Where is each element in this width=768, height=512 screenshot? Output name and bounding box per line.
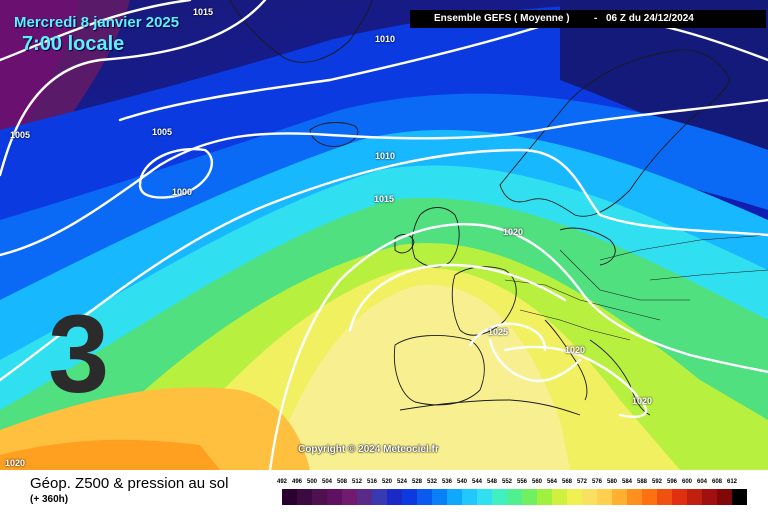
scale-color-swatch <box>627 489 642 505</box>
run-title: Ensemble GEFS ( Moyenne ) <box>434 13 570 24</box>
scale-color-swatch <box>537 489 552 505</box>
scale-color-swatch <box>507 489 522 505</box>
scale-tick-label: 540 <box>456 479 467 485</box>
scale-color-swatch <box>657 489 672 505</box>
isobar-label: 1020 <box>565 345 586 355</box>
scale-color-swatch <box>567 489 582 505</box>
scale-tick-label: 576 <box>591 479 602 485</box>
map-canvas <box>0 0 768 470</box>
scale-color-swatch <box>582 489 597 505</box>
isobar-label: 1015 <box>374 194 395 204</box>
color-scale: 492 496 500 504 508 512 516 520 524 528 532 536 540 5… <box>277 479 748 507</box>
isobar-label: 1010 <box>375 34 396 44</box>
scale-tick-label: 572 <box>576 479 587 485</box>
scale-tick-label: 544 <box>471 479 482 485</box>
scale-tick-label: 536 <box>441 479 452 485</box>
scale-color-swatch <box>612 489 627 505</box>
scale-tick-label: 520 <box>381 479 392 485</box>
isobar-label: 1020 <box>632 396 653 406</box>
isobar-label: 1025 <box>488 327 509 337</box>
scale-color-swatch <box>402 489 417 505</box>
scale-tick-label: 600 <box>681 479 692 485</box>
isobar-label: 1000 <box>172 187 193 197</box>
scale-tick-label: 584 <box>621 479 632 485</box>
scale-tick-label: 588 <box>636 479 647 485</box>
scale-tick-label: 532 <box>426 479 437 485</box>
scale-tick-label: 592 <box>651 479 662 485</box>
scale-color-swatch <box>372 489 387 505</box>
scale-color-swatch <box>447 489 462 505</box>
scale-tick-label: 604 <box>696 479 707 485</box>
scale-color-swatch <box>732 489 747 505</box>
scale-color-swatch <box>477 489 492 505</box>
isobar-label: 1015 <box>193 7 214 17</box>
forecast-local-time: 7:00 locale <box>22 33 125 55</box>
forecast-number: 3 <box>48 293 110 416</box>
scale-tick-label: 492 <box>276 479 287 485</box>
scale-color-swatch <box>462 489 477 505</box>
scale-color-swatch <box>297 489 312 505</box>
scale-tick-label: 564 <box>546 479 557 485</box>
scale-color-swatch <box>687 489 702 505</box>
scale-color-swatch <box>312 489 327 505</box>
scale-tick-label: 556 <box>516 479 527 485</box>
scale-color-swatch <box>387 489 402 505</box>
run-date: 06 Z du 24/12/2024 <box>606 13 694 24</box>
scale-color-swatch <box>552 489 567 505</box>
lead-time: (+ 360h) <box>30 494 69 505</box>
scale-tick-label: 512 <box>351 479 362 485</box>
scale-tick-label: 528 <box>411 479 422 485</box>
isobar-label: 1005 <box>152 127 173 137</box>
scale-color-swatch <box>597 489 612 505</box>
run-separator: - <box>594 13 598 24</box>
scale-tick-label: 516 <box>366 479 377 485</box>
scale-color-swatch <box>672 489 687 505</box>
scale-color-swatch <box>342 489 357 505</box>
scale-color-swatch <box>702 489 717 505</box>
scale-color-swatch <box>432 489 447 505</box>
scale-tick-label: 500 <box>306 479 317 485</box>
scale-color-swatch <box>327 489 342 505</box>
map-parameter-title: Géop. Z500 & pression au sol <box>30 475 229 492</box>
scale-tick-label: 560 <box>531 479 542 485</box>
isobar-label: 1005 <box>10 130 31 140</box>
copyright-notice: Copyright © 2024 Meteociel.fr <box>298 444 439 455</box>
scale-tick-label: 612 <box>726 479 737 485</box>
scale-tick-label: 552 <box>501 479 512 485</box>
scale-color-swatch <box>642 489 657 505</box>
isobar-label: 1020 <box>5 458 26 468</box>
scale-tick-label: 496 <box>291 479 302 485</box>
legend-footer: Géop. Z500 & pression au sol (+ 360h) 49… <box>0 470 768 512</box>
scale-tick-label: 548 <box>486 479 497 485</box>
forecast-map: 1015 1010 1005 1005 1000 1010 1015 1020 … <box>0 0 768 470</box>
isobar-label: 1010 <box>375 151 396 161</box>
forecast-date: Mercredi 8 janvier 2025 <box>14 14 180 31</box>
scale-tick-label: 568 <box>561 479 572 485</box>
scale-color-swatch <box>492 489 507 505</box>
scale-color-swatch <box>417 489 432 505</box>
scale-tick-label: 608 <box>711 479 722 485</box>
scale-color-swatch <box>717 489 732 505</box>
isobar-label: 1020 <box>503 227 524 237</box>
run-info-banner: Ensemble GEFS ( Moyenne ) - 06 Z du 24/1… <box>410 10 766 28</box>
scale-tick-label: 524 <box>396 479 407 485</box>
scale-color-swatch <box>357 489 372 505</box>
scale-tick-label: 580 <box>606 479 617 485</box>
scale-color-swatch <box>522 489 537 505</box>
coastlines <box>229 0 731 416</box>
scale-tick-label: 504 <box>321 479 332 485</box>
scale-color-swatch <box>282 489 297 505</box>
scale-tick-label: 596 <box>666 479 677 485</box>
scale-tick-label: 508 <box>336 479 347 485</box>
